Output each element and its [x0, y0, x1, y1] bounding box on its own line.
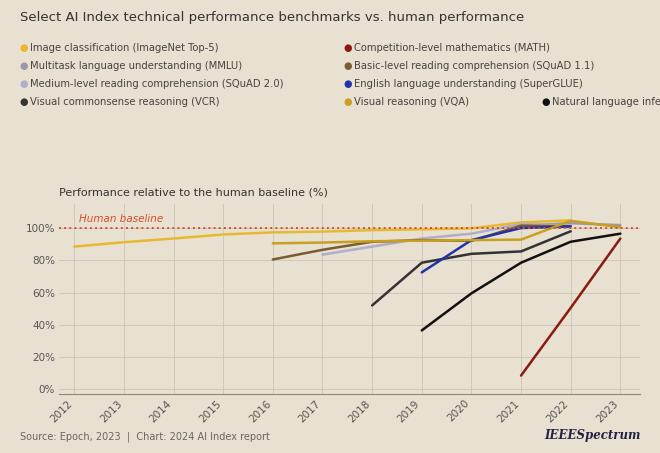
Text: Medium-level reading comprehension (SQuAD 2.0): Medium-level reading comprehension (SQuA… — [30, 79, 284, 89]
Text: Source: Epoch, 2023  |  Chart: 2024 AI Index report: Source: Epoch, 2023 | Chart: 2024 AI Ind… — [20, 431, 270, 442]
Text: Human baseline: Human baseline — [79, 214, 164, 225]
Text: English language understanding (SuperGLUE): English language understanding (SuperGLU… — [354, 79, 583, 89]
Text: ●: ● — [343, 43, 352, 53]
Text: Competition-level mathematics (MATH): Competition-level mathematics (MATH) — [354, 43, 550, 53]
Text: ●: ● — [343, 61, 352, 71]
Text: ●: ● — [343, 97, 352, 107]
Text: Select AI Index technical performance benchmarks vs. human performance: Select AI Index technical performance be… — [20, 11, 524, 24]
Text: Performance relative to the human baseline (%): Performance relative to the human baseli… — [59, 187, 328, 197]
Text: ●: ● — [20, 97, 28, 107]
Text: ●: ● — [20, 79, 28, 89]
Text: ●: ● — [20, 43, 28, 53]
Text: IEEESpectrum: IEEESpectrum — [544, 429, 640, 442]
Text: Multitask language understanding (MMLU): Multitask language understanding (MMLU) — [30, 61, 242, 71]
Text: ●: ● — [343, 79, 352, 89]
Text: ●: ● — [541, 97, 550, 107]
Text: Visual commonsense reasoning (VCR): Visual commonsense reasoning (VCR) — [30, 97, 220, 107]
Text: Image classification (ImageNet Top-5): Image classification (ImageNet Top-5) — [30, 43, 219, 53]
Text: Basic-level reading comprehension (SQuAD 1.1): Basic-level reading comprehension (SQuAD… — [354, 61, 594, 71]
Text: ●: ● — [20, 61, 28, 71]
Text: Natural language inference (aNLI): Natural language inference (aNLI) — [552, 97, 660, 107]
Text: Visual reasoning (VQA): Visual reasoning (VQA) — [354, 97, 469, 107]
